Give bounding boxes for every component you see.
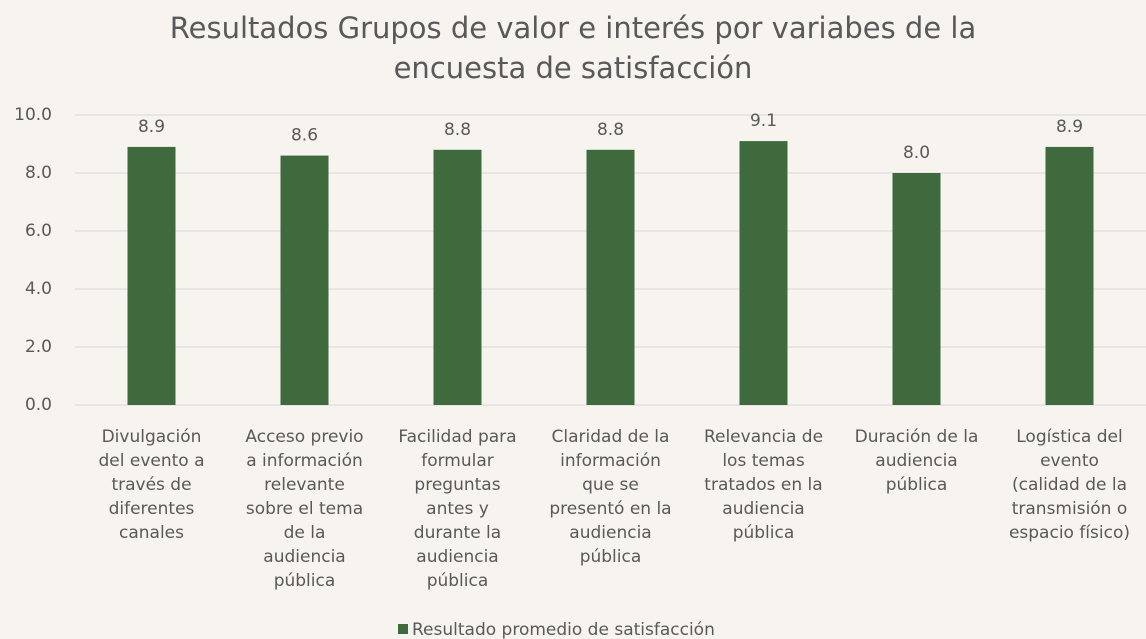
- x-tick-label: relevante: [264, 475, 345, 495]
- x-tick-label: Facilidad para: [398, 427, 516, 447]
- y-tick-label: 6.0: [25, 221, 52, 241]
- x-tick-label: de la: [284, 523, 326, 543]
- x-tick-label: pública: [733, 523, 795, 543]
- bar: [1045, 146, 1094, 405]
- data-label: 8.8: [444, 120, 471, 140]
- x-tick-label: pública: [580, 547, 642, 567]
- bar: [433, 149, 482, 405]
- x-tick-label: presentó en la: [549, 499, 671, 519]
- x-tick-label: preguntas: [414, 475, 500, 495]
- y-tick-label: 0.0: [25, 395, 52, 415]
- bar: [892, 173, 941, 405]
- x-tick-label: (calidad de la: [1012, 475, 1127, 495]
- x-tick-label: canales: [119, 523, 184, 543]
- legend-label: Resultado promedio de satisfacción: [412, 620, 715, 639]
- x-tick-label: Duración de la: [855, 427, 979, 447]
- x-tick-label: los temas: [722, 451, 804, 471]
- x-tick-label: sobre el tema: [246, 499, 363, 519]
- data-label: 8.9: [138, 117, 165, 137]
- x-tick-label: pública: [427, 571, 489, 591]
- bar: [739, 141, 788, 405]
- x-tick-label: Claridad de la: [552, 427, 670, 447]
- y-tick-label: 8.0: [25, 163, 52, 183]
- bar: [280, 155, 329, 405]
- chart-title: encuesta de satisfacción: [394, 51, 753, 85]
- y-tick-label: 10.0: [14, 105, 52, 125]
- x-tick-label: audiencia: [875, 451, 957, 471]
- x-tick-label: durante la: [414, 523, 501, 543]
- bar: [586, 149, 635, 405]
- x-tick-label: que se: [582, 475, 639, 495]
- x-tick-label: del evento a: [98, 451, 204, 471]
- x-tick-label: formular: [421, 451, 494, 471]
- y-tick-label: 4.0: [25, 279, 52, 299]
- y-tick-label: 2.0: [25, 337, 52, 357]
- data-label: 8.6: [291, 126, 318, 146]
- x-tick-label: Acceso previo: [245, 427, 363, 447]
- legend-swatch: [398, 624, 408, 634]
- x-tick-label: diferentes: [109, 499, 195, 519]
- x-tick-label: espacio físico): [1009, 523, 1130, 543]
- x-tick-label: pública: [274, 571, 336, 591]
- data-label: 8.0: [903, 143, 930, 163]
- x-tick-label: información: [560, 451, 661, 471]
- x-tick-label: evento: [1040, 451, 1099, 471]
- x-tick-label: a información: [246, 451, 363, 471]
- x-tick-label: Divulgación: [102, 427, 202, 447]
- data-label: 8.9: [1056, 117, 1083, 137]
- x-tick-label: audiencia: [569, 523, 651, 543]
- x-tick-label: audiencia: [263, 547, 345, 567]
- x-tick-label: través de: [111, 475, 191, 495]
- chart-title: Resultados Grupos de valor e interés por…: [170, 11, 976, 45]
- x-tick-label: tratados en la: [704, 475, 822, 495]
- data-label: 9.1: [750, 111, 777, 131]
- x-tick-label: audiencia: [416, 547, 498, 567]
- x-tick-label: Relevancia de: [704, 427, 823, 447]
- data-label: 8.8: [597, 120, 624, 140]
- x-tick-label: audiencia: [722, 499, 804, 519]
- x-tick-label: antes y: [426, 499, 489, 519]
- x-tick-label: Logística del: [1016, 427, 1122, 447]
- bar: [127, 146, 176, 405]
- x-tick-label: pública: [886, 475, 948, 495]
- x-tick-label: transmisión o: [1012, 499, 1128, 519]
